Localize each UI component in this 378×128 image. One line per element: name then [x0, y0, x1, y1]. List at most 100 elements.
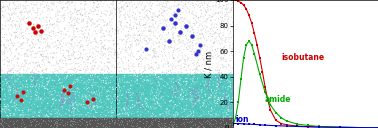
Point — [39, 3, 45, 5]
Point — [15, 97, 21, 99]
Point — [69, 40, 75, 42]
Point — [143, 102, 149, 104]
Point — [207, 25, 213, 27]
Point — [0, 82, 3, 84]
Point — [225, 22, 231, 24]
Point — [84, 50, 90, 52]
Point — [33, 116, 39, 118]
Point — [174, 23, 180, 25]
Point — [212, 19, 218, 22]
Point — [135, 73, 141, 75]
Point — [190, 81, 196, 83]
Point — [12, 105, 18, 107]
Point — [159, 11, 165, 13]
Point — [63, 72, 69, 74]
Point — [104, 68, 110, 70]
Point — [5, 66, 11, 68]
Point — [53, 41, 59, 43]
Point — [205, 97, 211, 99]
Point — [150, 88, 156, 90]
Point — [78, 63, 84, 66]
Point — [140, 108, 146, 110]
Point — [78, 12, 84, 14]
Point — [218, 79, 224, 81]
Point — [50, 9, 56, 11]
Point — [86, 74, 92, 76]
Point — [6, 4, 12, 6]
Point — [124, 107, 130, 109]
Point — [143, 97, 149, 99]
Point — [57, 94, 63, 96]
Point — [144, 1, 150, 3]
Point — [112, 99, 118, 102]
Point — [212, 86, 218, 88]
Point — [97, 104, 103, 106]
Point — [113, 50, 119, 52]
Point — [51, 119, 57, 121]
Point — [17, 33, 23, 35]
Point — [148, 81, 154, 83]
Point — [62, 122, 68, 124]
Point — [53, 11, 59, 13]
Point — [39, 56, 45, 58]
Point — [189, 61, 195, 63]
Point — [127, 25, 133, 27]
Point — [67, 85, 73, 87]
Point — [158, 92, 164, 94]
Point — [166, 46, 172, 48]
Point — [222, 28, 228, 30]
Point — [51, 72, 57, 74]
Point — [58, 2, 64, 4]
Point — [206, 14, 212, 17]
Point — [25, 39, 31, 41]
Point — [142, 116, 148, 118]
Point — [186, 86, 192, 88]
Point — [90, 84, 96, 87]
Point — [187, 88, 194, 90]
Point — [96, 94, 102, 97]
Point — [146, 30, 152, 32]
Point — [179, 27, 185, 29]
Point — [19, 75, 25, 77]
Point — [105, 90, 112, 92]
Point — [4, 16, 10, 18]
Point — [55, 1, 61, 3]
Point — [209, 15, 215, 17]
Point — [162, 102, 168, 104]
Point — [105, 75, 111, 77]
Point — [174, 17, 180, 19]
Point — [93, 61, 99, 63]
Point — [1, 45, 7, 47]
Point — [50, 87, 56, 89]
Point — [66, 46, 72, 48]
Point — [93, 89, 99, 91]
Point — [59, 15, 65, 17]
Point — [74, 28, 80, 30]
Point — [0, 15, 5, 17]
Point — [169, 96, 175, 98]
Point — [39, 61, 45, 63]
Point — [165, 28, 171, 30]
Point — [28, 123, 34, 125]
Point — [132, 116, 138, 118]
Point — [229, 16, 235, 18]
Point — [142, 45, 148, 47]
Point — [25, 23, 31, 25]
Point — [33, 70, 39, 72]
Point — [208, 29, 214, 31]
Point — [78, 107, 84, 109]
Point — [201, 126, 208, 128]
Point — [143, 103, 149, 105]
Point — [106, 61, 112, 63]
Point — [191, 14, 197, 16]
Point — [71, 68, 77, 70]
Point — [70, 51, 76, 53]
Point — [84, 113, 90, 115]
Point — [71, 61, 77, 63]
Point — [162, 41, 168, 43]
Point — [179, 99, 185, 101]
Point — [195, 72, 201, 74]
Point — [34, 97, 40, 99]
Point — [182, 58, 188, 61]
Point — [204, 33, 210, 35]
